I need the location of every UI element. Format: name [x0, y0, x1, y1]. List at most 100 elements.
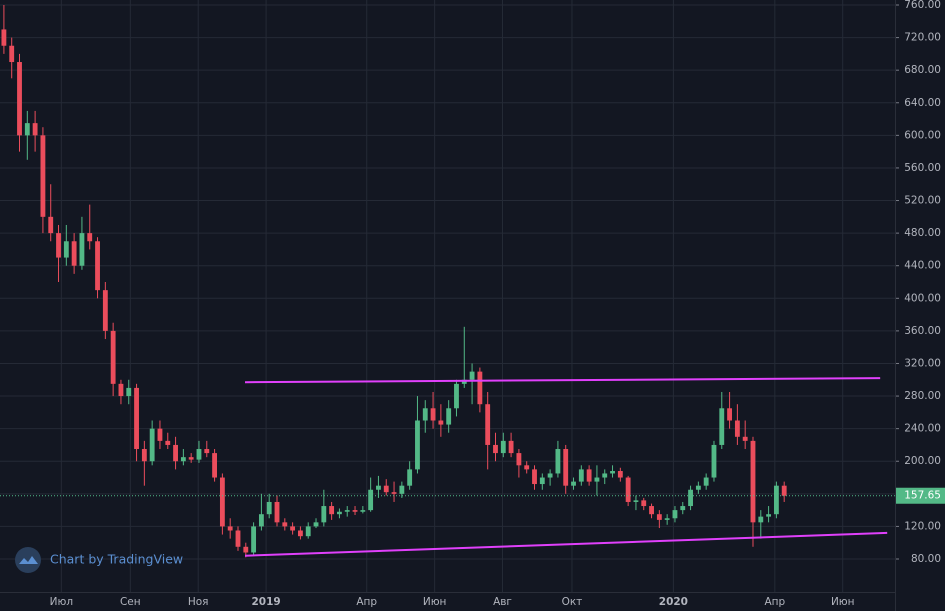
candle-body	[219, 477, 225, 527]
candle-body	[422, 408, 428, 421]
y-tick-label: 560.00	[904, 162, 941, 174]
x-tick-label: Окт	[562, 596, 583, 608]
y-tick-label: 200.00	[904, 455, 941, 467]
y-tick-label: 320.00	[904, 357, 941, 369]
x-tick-label: Ноя	[188, 596, 209, 608]
watermark: Chart by TradingView	[50, 552, 183, 567]
candle-body	[297, 530, 303, 537]
candle-body	[251, 526, 257, 553]
candle-body	[40, 135, 46, 217]
y-tick-label: 240.00	[904, 423, 941, 435]
y-tick-label: 760.00	[904, 0, 941, 11]
candle-body	[126, 387, 132, 397]
candle-body	[63, 241, 69, 258]
candle-body	[539, 477, 545, 485]
y-tick-label: 120.00	[904, 520, 941, 532]
candle-body	[649, 506, 654, 515]
candle-body	[329, 506, 335, 515]
candle-body	[102, 290, 108, 331]
candle-body	[110, 330, 116, 384]
candle-body	[1, 29, 7, 46]
candle-body	[493, 444, 498, 454]
last-price-label: 157.65	[904, 490, 941, 502]
candle-body	[664, 518, 670, 520]
candle-body	[773, 485, 779, 515]
candle-body	[524, 465, 530, 470]
candle-body	[243, 546, 249, 553]
y-tick-label: 680.00	[904, 64, 941, 76]
candle-body	[32, 123, 38, 136]
candle-body	[282, 522, 288, 527]
watermark-logo	[15, 547, 41, 573]
candle-body	[734, 420, 740, 437]
candle-body	[383, 485, 389, 493]
y-tick-label: 360.00	[904, 325, 941, 337]
candle-body	[352, 510, 358, 512]
x-tick-label: Апр	[356, 596, 377, 608]
candle-body	[469, 371, 475, 380]
x-tick-label: Июн	[831, 596, 855, 608]
candle-body	[617, 471, 623, 478]
candle-body	[719, 408, 725, 445]
candle-body	[555, 449, 561, 474]
candle-body	[446, 408, 452, 425]
candle-body	[376, 485, 381, 490]
candle-body	[695, 485, 701, 490]
candle-body	[672, 510, 678, 519]
candle-body	[212, 453, 218, 478]
y-tick-label: 280.00	[904, 390, 941, 402]
candle-body	[571, 481, 576, 486]
candle-body	[656, 514, 662, 520]
y-tick-label: 600.00	[904, 129, 941, 141]
candle-body	[711, 444, 717, 478]
candle-body	[344, 510, 350, 512]
candle-body	[750, 440, 756, 523]
candle-body	[680, 506, 686, 511]
candle-body	[305, 526, 311, 537]
candle-body	[688, 489, 693, 507]
candle-body	[48, 216, 54, 234]
candle-body	[204, 449, 210, 454]
candle-body	[149, 428, 155, 462]
candle-body	[508, 440, 514, 454]
candle-body	[399, 485, 405, 494]
y-tick-label: 520.00	[904, 195, 941, 207]
candle-body	[118, 383, 124, 397]
x-tick-label: Авг	[493, 596, 512, 608]
x-tick-label: Июл	[50, 596, 73, 608]
candle-body	[500, 440, 506, 454]
candle-body	[625, 477, 631, 502]
candle-body	[594, 477, 600, 482]
candle-body	[188, 457, 194, 460]
candle-body	[180, 457, 186, 462]
y-tick-label: 720.00	[904, 32, 941, 44]
candle-body	[430, 408, 436, 421]
candle-body	[134, 387, 139, 450]
y-tick-label: 640.00	[904, 97, 941, 109]
candle-body	[477, 371, 483, 405]
candle-body	[438, 420, 444, 425]
grid-layer	[0, 0, 895, 592]
candle-body	[586, 469, 592, 482]
candle-body	[633, 500, 639, 502]
candle-body	[578, 469, 584, 482]
candle-body	[415, 420, 420, 470]
x-tick-label: Апр	[764, 596, 785, 608]
candle-body	[547, 473, 553, 478]
x-tick-label: 2019	[251, 596, 280, 608]
candle-body	[17, 62, 22, 136]
candle-body	[532, 469, 537, 485]
candle-body	[141, 449, 147, 462]
candle-body	[235, 530, 241, 547]
candle-body	[727, 408, 732, 421]
candle-body	[321, 506, 327, 523]
candle-body	[274, 501, 280, 523]
candle-body	[641, 500, 647, 507]
candle-body	[196, 449, 202, 460]
candle-body	[71, 241, 77, 266]
x-tick-label: 2020	[659, 596, 688, 608]
candle-body	[766, 514, 772, 517]
candle-body	[360, 510, 366, 512]
